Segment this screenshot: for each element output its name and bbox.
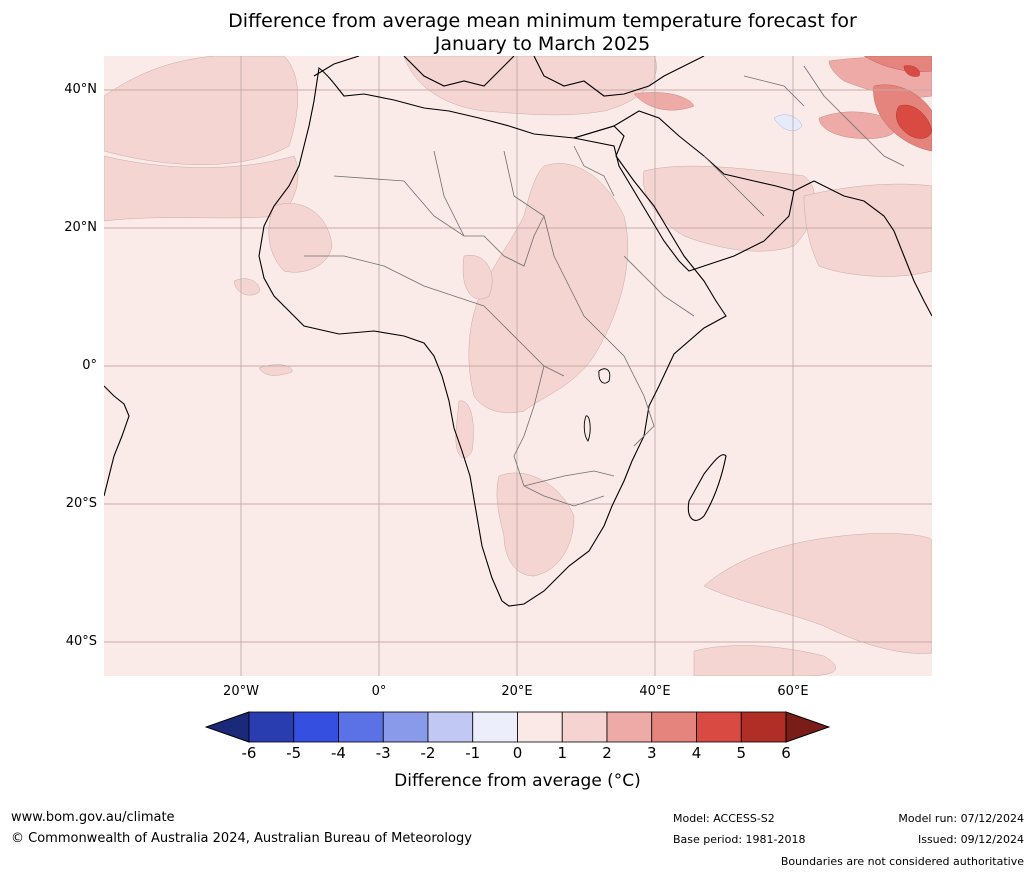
colorbar-tick-label: 1 <box>557 744 568 762</box>
colorbar-swatch <box>472 711 518 743</box>
colorbar-tick-label: 0 <box>512 744 523 762</box>
lat-label-20n: 20°N <box>64 220 97 235</box>
lon-label-20w: 20°W <box>223 684 259 699</box>
chart-title: Difference from average mean minimum tem… <box>0 10 1035 56</box>
south-america-coastline <box>104 385 130 497</box>
arabia-coastline <box>573 110 795 272</box>
footer-issued: Issued: 09/12/2024 <box>917 833 1024 846</box>
colorbar-extend-low <box>204 711 250 743</box>
footer-copyright: © Commonwealth of Australia 2024, Austra… <box>11 831 472 846</box>
colorbar-swatch <box>293 711 339 743</box>
colorbar-tick-label: -5 <box>286 744 302 762</box>
colorbar-tick-label: -2 <box>420 744 436 762</box>
colorbar <box>204 711 831 743</box>
footer-model: Model: ACCESS-S2 <box>673 812 775 825</box>
africa-coastline <box>258 66 727 607</box>
lat-label-40s: 40°S <box>65 634 97 649</box>
country-borders <box>304 65 905 507</box>
colorbar-svg <box>204 711 831 743</box>
asia-coastline <box>793 180 932 317</box>
europe-coastline <box>313 56 705 97</box>
colorbar-swatch <box>517 711 563 743</box>
coastlines <box>104 56 932 607</box>
lat-label-20s: 20°S <box>65 496 97 511</box>
anomaly-regions-4-5 <box>896 65 932 139</box>
colorbar-swatch <box>338 711 384 743</box>
colorbar-swatch <box>740 711 787 743</box>
colorbar-swatch <box>248 711 295 743</box>
colorbar-tick-label: -6 <box>241 744 257 762</box>
colorbar-swatch <box>427 711 474 743</box>
colorbar-extend-high <box>785 711 831 743</box>
colorbar-swatch <box>651 711 697 743</box>
colorbar-tick-label: -4 <box>331 744 346 762</box>
colorbar-title: Difference from average (°C) <box>394 771 641 791</box>
footer-disclaimer: Boundaries are not considered authoritat… <box>780 855 1024 868</box>
lon-gridlines <box>240 56 794 676</box>
footer-base-period: Base period: 1981-2018 <box>673 833 806 846</box>
title-line-1: Difference from average mean minimum tem… <box>228 10 857 32</box>
lakes <box>583 368 611 442</box>
map-svg <box>104 56 932 676</box>
anomaly-regions-1-2 <box>104 56 932 676</box>
lon-label-40e: 40°E <box>639 684 671 699</box>
footer-website[interactable]: www.bom.gov.au/climate <box>11 810 175 825</box>
colorbar-swatch <box>606 711 653 743</box>
lat-label-0: 0° <box>82 358 97 373</box>
title-line-2: January to March 2025 <box>434 33 651 55</box>
colorbar-swatch <box>696 711 742 743</box>
colorbar-tick-label: 5 <box>736 744 747 762</box>
madagascar-coastline <box>687 454 727 521</box>
lon-label-20e: 20°E <box>501 684 533 699</box>
forecast-map <box>104 56 932 676</box>
colorbar-tick-label: -1 <box>465 744 481 762</box>
lat-gridlines <box>104 89 932 643</box>
colorbar-tick-label: 6 <box>781 744 791 762</box>
lon-label-0: 0° <box>371 684 387 699</box>
colorbar-tick-label: 3 <box>646 744 657 762</box>
colorbar-tick-label: 2 <box>602 744 612 762</box>
colorbar-tick-label: -3 <box>375 744 391 762</box>
colorbar-swatch <box>382 711 429 743</box>
footer-model-run: Model run: 07/12/2024 <box>898 812 1024 825</box>
lon-label-60e: 60°E <box>777 684 809 699</box>
lat-label-40n: 40°N <box>64 82 97 97</box>
anomaly-region-negative <box>773 114 803 131</box>
colorbar-tick-label: 4 <box>691 744 702 762</box>
colorbar-swatch <box>561 711 608 743</box>
